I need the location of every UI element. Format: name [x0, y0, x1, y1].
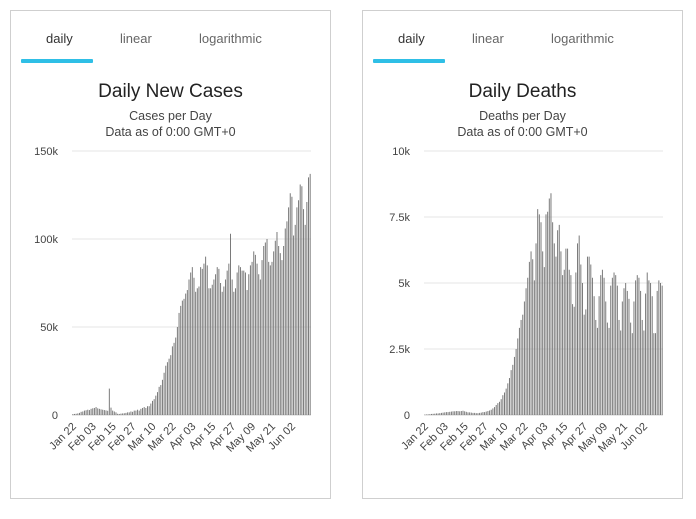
daily-deaths-panel: daily linear logarithmic Daily Deaths De… — [362, 10, 683, 499]
chart-subtitle: Deaths per Day — [479, 109, 566, 123]
data-timestamp-note: Data as of 0:00 GMT+0 — [105, 125, 236, 139]
tab-linear[interactable]: linear — [120, 31, 152, 46]
y-tick-label: 50k — [40, 322, 58, 334]
y-tick-label: 150k — [34, 146, 58, 158]
y-tick-label: 0 — [52, 410, 58, 422]
data-timestamp-note: Data as of 0:00 GMT+0 — [457, 125, 588, 139]
view-tabs: daily linear logarithmic — [11, 11, 330, 63]
y-tick-label: 2.5k — [389, 344, 410, 356]
chart-title: Daily Deaths — [468, 81, 577, 102]
chart-subtitle: Cases per Day — [129, 109, 212, 123]
tab-linear[interactable]: linear — [472, 31, 504, 46]
tab-logarithmic[interactable]: logarithmic — [199, 31, 262, 46]
y-tick-label: 7.5k — [389, 212, 410, 224]
chart-title: Daily New Cases — [98, 81, 243, 102]
tab-logarithmic[interactable]: logarithmic — [551, 31, 614, 46]
tab-daily[interactable]: daily — [398, 31, 425, 46]
daily-new-cases-panel: daily linear logarithmic Daily New Cases… — [10, 10, 331, 499]
tab-daily[interactable]: daily — [46, 31, 73, 46]
active-tab-indicator — [21, 59, 93, 63]
y-tick-label: 0 — [404, 410, 410, 422]
y-tick-label: 100k — [34, 234, 58, 246]
bar-series — [72, 173, 311, 415]
bar-series — [424, 193, 663, 415]
y-tick-label: 10k — [392, 146, 410, 158]
view-tabs: daily linear logarithmic — [363, 11, 682, 63]
y-tick-label: 5k — [398, 278, 410, 290]
active-tab-indicator — [373, 59, 445, 63]
